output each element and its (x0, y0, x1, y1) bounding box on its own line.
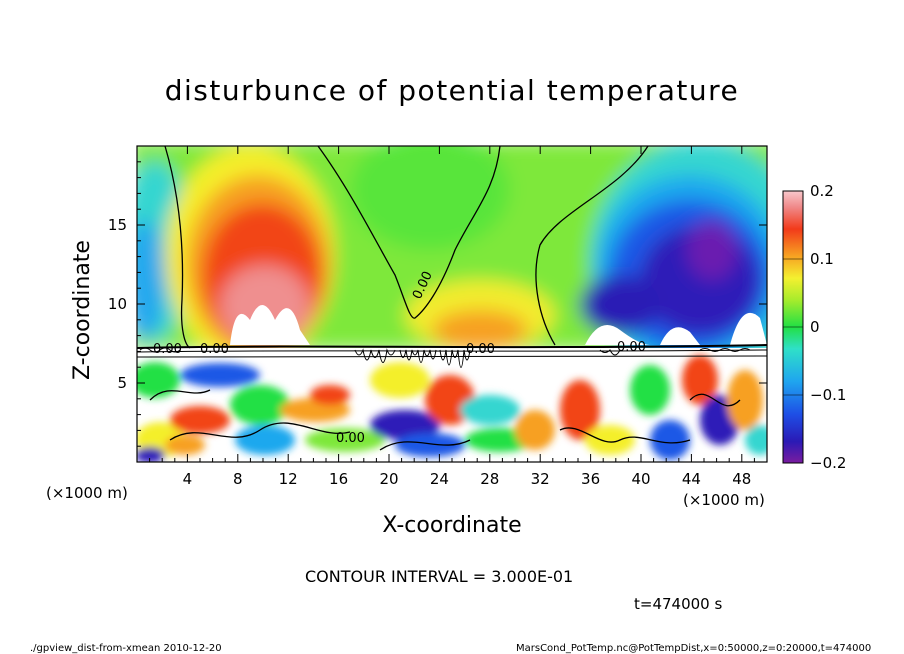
y-tick-label: 15 (108, 216, 127, 234)
x-axis-label: X-coordinate (382, 513, 522, 538)
colorbar-tick-label: −0.2 (810, 454, 846, 472)
x-axis-ticks: 4 8 12 16 20 24 28 32 36 40 44 48 (149, 146, 755, 488)
x-tick-label: 12 (279, 470, 298, 488)
colorbar-ticks: −0.2 −0.1 0 0.1 0.2 (783, 182, 846, 472)
lower-field (137, 348, 767, 462)
x-tick-label: 8 (233, 470, 243, 488)
contour-interval-text: CONTOUR INTERVAL = 3.000E-01 (305, 567, 574, 586)
footer-right: MarsCond_PotTemp.nc@PotTempDist,x=0:5000… (516, 643, 872, 654)
y-tick-label: 10 (108, 295, 127, 313)
x-tick-label: 32 (531, 470, 550, 488)
x-tick-label: 20 (379, 470, 398, 488)
contour-label: 0.00 (200, 342, 229, 357)
colorbar-tick-label: −0.1 (810, 386, 846, 404)
colorbar-tick-label: 0.2 (810, 182, 834, 200)
time-text: t=474000 s (634, 595, 723, 613)
heatmap-field (137, 146, 767, 462)
x-tick-label: 36 (581, 470, 600, 488)
footer-left: ./gpview_dist-from-xmean 2010-12-20 (30, 643, 222, 654)
contour-label: 0.00 (466, 342, 495, 357)
contour-lines (137, 146, 767, 451)
x-unit-left: (×1000 m) (46, 484, 128, 502)
x-tick-label: 16 (329, 470, 348, 488)
colorbar-tick-label: 0.1 (810, 250, 834, 268)
y-axis-label: Z-coordinate (70, 240, 95, 380)
turbulent-contours (139, 347, 751, 368)
x-tick-label: 4 (183, 470, 193, 488)
y-tick-label: 5 (117, 374, 127, 392)
upper-field (137, 146, 767, 380)
x-tick-label: 44 (682, 470, 701, 488)
x-tick-label: 40 (631, 470, 650, 488)
contour-label: 0.00 (336, 431, 365, 446)
colorbar-tick-label: 0 (810, 318, 820, 336)
contour-label: 0.00 (153, 342, 182, 357)
x-tick-label: 48 (732, 470, 751, 488)
x-unit-right: (×1000 m) (683, 491, 765, 509)
chart-title: disturbunce of potential temperature (164, 74, 740, 107)
contour-label: 0.00 (617, 340, 646, 355)
x-tick-label: 24 (430, 470, 449, 488)
x-tick-label: 28 (480, 470, 499, 488)
y-axis-ticks: 5 10 15 (108, 161, 767, 447)
